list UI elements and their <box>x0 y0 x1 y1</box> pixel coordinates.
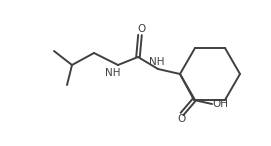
Text: O: O <box>177 114 185 124</box>
Text: OH: OH <box>212 99 228 109</box>
Text: NH: NH <box>149 57 165 67</box>
Text: NH: NH <box>105 68 121 78</box>
Text: O: O <box>137 24 145 34</box>
